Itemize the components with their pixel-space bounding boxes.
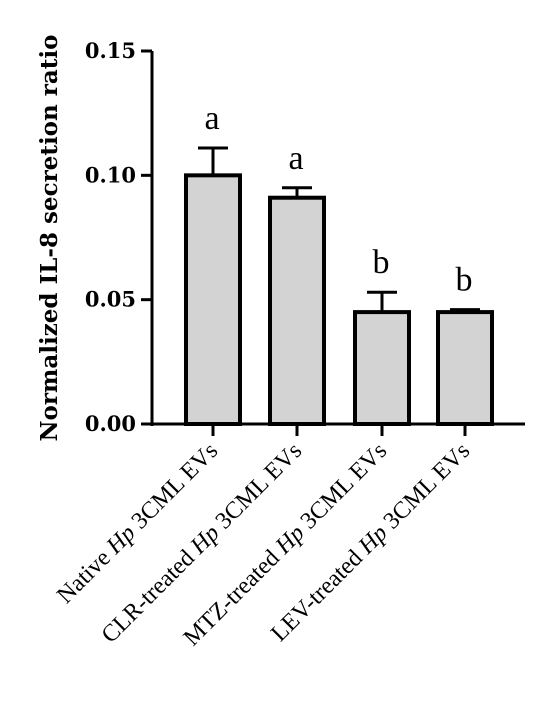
bar <box>436 310 494 427</box>
significance-label: b <box>456 262 473 299</box>
significance-label: b <box>373 244 390 281</box>
x-axis <box>150 422 525 436</box>
y-tick-label: 0.10 <box>85 162 136 187</box>
bar-group: b <box>436 262 494 427</box>
y-tick-label: 0.00 <box>85 411 136 436</box>
bar-group: b <box>353 244 411 427</box>
bar <box>184 173 242 426</box>
bar-group: a <box>268 140 326 426</box>
bar <box>268 195 326 426</box>
bars: a a b b <box>184 100 494 427</box>
y-tick-label: 0.15 <box>85 38 136 63</box>
y-axis: 0.00 0.05 0.10 0.15 <box>85 38 154 436</box>
y-axis-title: Normalized IL-8 secretion ratio <box>36 35 63 442</box>
significance-label: a <box>204 100 219 137</box>
bar-group: a <box>184 100 242 426</box>
bar <box>353 310 411 427</box>
x-tick-label: Native Hp 3CML EVs <box>52 438 223 609</box>
significance-label: a <box>288 140 303 177</box>
y-tick-label: 0.05 <box>85 287 136 312</box>
